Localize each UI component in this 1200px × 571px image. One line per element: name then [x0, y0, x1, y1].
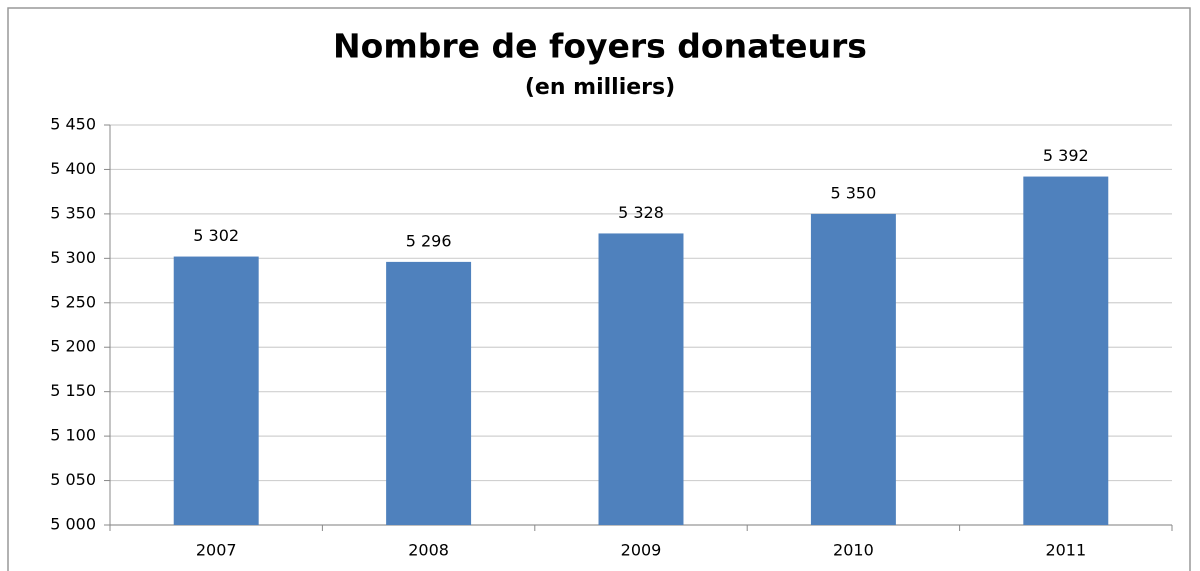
y-tick-label: 5 100	[50, 426, 96, 445]
x-tick-label: 2010	[833, 541, 874, 560]
chart-border	[7, 7, 1191, 571]
data-label: 5 296	[406, 231, 452, 250]
y-tick-label: 5 050	[50, 470, 96, 489]
x-tick-label: 2009	[621, 541, 662, 560]
x-tick-label: 2008	[408, 541, 449, 560]
data-label: 5 392	[1043, 146, 1089, 165]
y-tick-label: 5 200	[50, 337, 96, 356]
y-tick-label: 5 350	[50, 203, 96, 222]
data-label: 5 302	[193, 226, 239, 245]
bar	[810, 213, 896, 525]
data-label: 5 350	[830, 183, 876, 202]
bar	[1023, 176, 1109, 526]
y-tick-label: 5 250	[50, 292, 96, 311]
bar	[386, 261, 472, 525]
bar	[173, 256, 259, 525]
x-tick-label: 2007	[196, 541, 237, 560]
chart-title: Nombre de foyers donateurs	[333, 27, 867, 66]
x-tick-label: 2011	[1045, 541, 1086, 560]
y-tick-label: 5 450	[50, 115, 96, 134]
data-label: 5 328	[618, 203, 664, 222]
bar	[598, 233, 684, 525]
chart-subtitle: (en milliers)	[525, 75, 675, 100]
y-tick-label: 5 000	[50, 515, 96, 534]
y-tick-label: 5 150	[50, 381, 96, 400]
y-tick-label: 5 300	[50, 248, 96, 267]
y-tick-label: 5 400	[50, 159, 96, 178]
